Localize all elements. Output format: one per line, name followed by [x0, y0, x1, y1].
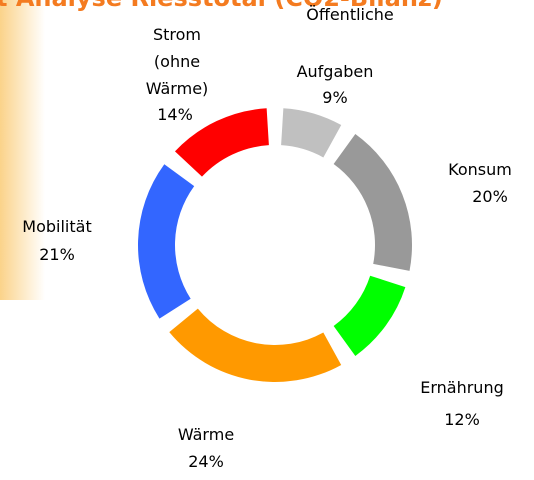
donut-segment: [174, 108, 269, 177]
label-line: Aufgaben: [297, 62, 374, 81]
value-label: 21%: [39, 245, 75, 264]
segment-label: Konsum: [448, 160, 512, 179]
donut-segment: [333, 134, 412, 271]
label-line: Konsum: [448, 160, 512, 179]
value-label: 20%: [472, 187, 508, 206]
value-label: 24%: [188, 452, 224, 471]
label-line: Öffentliche: [306, 5, 394, 24]
chart-title: t Analyse Riesstotal (CO2-Bilanz): [0, 0, 443, 12]
segment-label: Öffentliche Aufgaben: [297, 5, 394, 81]
value-label: 9%: [322, 88, 347, 107]
segment-label: Mobilität: [22, 217, 91, 236]
segment-label: Strom (ohne Wärme): [146, 25, 209, 98]
side-band: [0, 0, 45, 300]
label-line: Strom: [153, 25, 201, 44]
value-label: 14%: [157, 105, 193, 124]
donut-segment: [138, 164, 195, 319]
label-line: Mobilität: [22, 217, 91, 236]
label-line: Wärme): [146, 79, 209, 98]
label-line: Wärme: [178, 425, 234, 444]
value-label: 12%: [444, 410, 480, 429]
donut-segment: [169, 308, 342, 383]
segment-label: Wärme: [178, 425, 234, 444]
label-line: Ernährung: [420, 378, 504, 397]
segment-label: Ernährung: [420, 378, 504, 397]
donut-segment: [333, 275, 406, 356]
donut-segment: [281, 108, 342, 158]
label-line: (ohne: [154, 52, 200, 71]
